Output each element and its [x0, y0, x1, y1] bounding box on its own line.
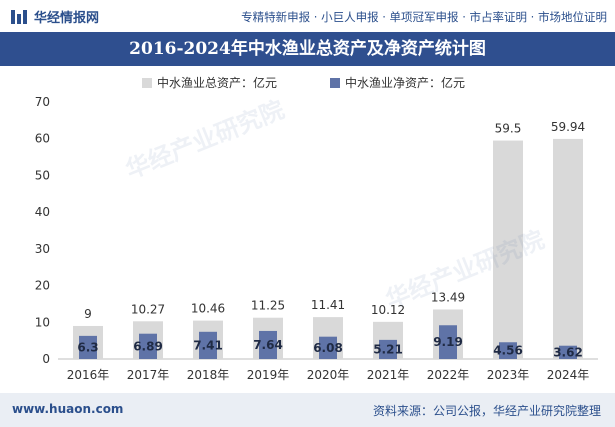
x-tick-label: 2023年: [487, 368, 530, 382]
x-tick-label: 2016年: [67, 368, 110, 382]
bar-label-net: 5.21: [373, 342, 403, 356]
x-tick-label: 2024年: [547, 368, 590, 382]
bar-label-total: 13.49: [431, 290, 465, 304]
bar-label-total: 10.12: [371, 303, 405, 317]
y-tick-label: 70: [35, 95, 50, 109]
y-tick-label: 0: [42, 352, 50, 366]
bar-label-total: 59.5: [495, 122, 522, 136]
bar-label-net: 6.08: [313, 341, 343, 355]
top-bar: 华经情报网 专精特新申报 · 小巨人申报 · 单项冠军申报 · 市占率证明 · …: [0, 0, 615, 32]
brand-name: 华经情报网: [34, 11, 100, 26]
bar-label-net: 7.64: [253, 338, 283, 352]
x-tick-label: 2020年: [307, 368, 350, 382]
bar-label-net: 9.19: [433, 335, 463, 349]
x-tick-label: 2021年: [367, 368, 410, 382]
bar-net-assets: [499, 342, 517, 359]
data-source: 资料来源：公司公报，华经产业研究院整理: [372, 404, 601, 418]
title-bar: 2016-2024年中水渔业总资产及净资产统计图: [0, 32, 615, 66]
x-tick-label: 2018年: [187, 368, 230, 382]
bar-chart: 0 10 20 30 40 50 60 70 中水渔业总资产：亿元 中水渔业净资产：亿元 9 6.3 2…: [35, 75, 598, 382]
x-tick-label: 2017年: [127, 368, 170, 382]
bar-label-net: 4.56: [493, 344, 523, 358]
y-tick-label: 50: [35, 168, 50, 182]
brand-logo-icon: [11, 9, 27, 24]
y-tick-label: 10: [35, 315, 50, 329]
bar-net-assets: [319, 336, 337, 359]
y-tick-label: 30: [35, 242, 50, 256]
bar-label-net: 6.89: [133, 339, 163, 353]
bar-net-assets: [79, 335, 97, 359]
legend-swatch-total: [142, 78, 152, 88]
bar-label-total: 10.27: [131, 302, 165, 316]
footer-bar: www.huaon.com 资料来源：公司公报，华经产业研究院整理: [0, 393, 615, 427]
chart-title: 2016-2024年中水渔业总资产及净资产统计图: [129, 39, 486, 59]
y-tick-label: 40: [35, 205, 50, 219]
bar-net-assets: [379, 339, 397, 359]
x-tick-label: 2019年: [247, 368, 290, 382]
legend-swatch-net: [330, 78, 340, 88]
bar-total-assets: [493, 140, 523, 359]
y-tick-label: 20: [35, 279, 50, 293]
bar-label-net: 3.62: [553, 345, 583, 359]
bar-total-assets: [553, 138, 583, 359]
legend-label-net: 中水渔业净资产：亿元: [345, 75, 465, 90]
x-tick-label: 2022年: [427, 368, 470, 382]
brand[interactable]: 华经情报网: [10, 7, 99, 26]
bar-net-assets: [139, 333, 157, 359]
bar-label-net: 6.3: [77, 340, 98, 354]
website-link[interactable]: www.huaon.com: [12, 402, 124, 416]
bar-net-assets: [259, 330, 277, 359]
bar-label-total: 9: [84, 307, 92, 321]
bar-net-assets: [559, 345, 577, 359]
bar-label-net: 7.41: [193, 338, 223, 352]
bar-net-assets: [439, 325, 457, 359]
legend-label-total: 中水渔业总资产：亿元: [157, 75, 277, 90]
bar-label-total: 11.41: [311, 298, 345, 312]
services-links[interactable]: 专精特新申报 · 小巨人申报 · 单项冠军申报 · 市占率证明 · 市场地位证明: [241, 10, 607, 24]
bar-label-total: 59.94: [551, 120, 585, 134]
bar-net-assets: [199, 331, 217, 359]
bar-label-total: 10.46: [191, 302, 225, 316]
bar-label-total: 11.25: [251, 299, 285, 313]
y-tick-label: 60: [35, 132, 50, 146]
